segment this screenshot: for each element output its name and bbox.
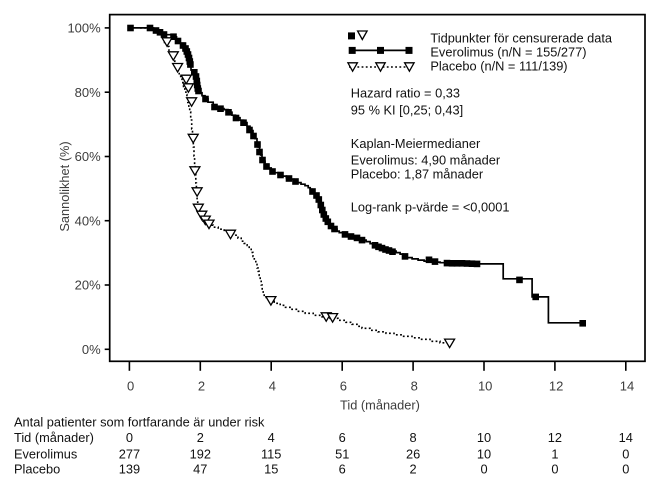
svg-text:Antal patienter som fortfarand: Antal patienter som fortfarande är under… (14, 414, 265, 429)
svg-text:40%: 40% (75, 213, 101, 228)
svg-text:6: 6 (339, 462, 346, 477)
svg-text:0: 0 (622, 447, 629, 462)
svg-text:Everolimus (n/N = 155/277): Everolimus (n/N = 155/277) (430, 45, 586, 60)
svg-text:47: 47 (193, 462, 207, 477)
svg-text:0%: 0% (82, 342, 101, 357)
svg-text:115: 115 (261, 447, 281, 462)
svg-text:Everolimus: 4,90 månader: Everolimus: 4,90 månader (351, 152, 501, 167)
svg-text:Tid (månader): Tid (månader) (14, 430, 94, 445)
svg-text:Placebo: Placebo (14, 462, 60, 477)
svg-text:277: 277 (119, 447, 140, 462)
svg-text:192: 192 (190, 447, 211, 462)
svg-text:Hazard ratio = 0,33: Hazard ratio = 0,33 (351, 86, 460, 101)
svg-text:20%: 20% (75, 278, 101, 293)
svg-text:12: 12 (549, 379, 563, 394)
svg-text:0: 0 (480, 462, 487, 477)
svg-text:2: 2 (410, 462, 417, 477)
svg-text:1: 1 (551, 447, 558, 462)
svg-text:139: 139 (119, 462, 140, 477)
svg-text:51: 51 (335, 447, 349, 462)
svg-text:4: 4 (269, 379, 276, 394)
svg-text:80%: 80% (75, 85, 101, 100)
svg-text:26: 26 (406, 447, 420, 462)
svg-text:10: 10 (477, 430, 491, 445)
svg-text:2: 2 (197, 430, 204, 445)
svg-text:0: 0 (127, 379, 134, 394)
svg-text:6: 6 (340, 379, 347, 394)
svg-text:0: 0 (622, 462, 629, 477)
svg-text:Everolimus: Everolimus (14, 447, 77, 462)
svg-text:Tidpunkter för censurerade dat: Tidpunkter för censurerade data (430, 31, 613, 46)
svg-text:60%: 60% (75, 149, 101, 164)
svg-text:Placebo (n/N = 111/139): Placebo (n/N = 111/139) (430, 59, 567, 74)
svg-text:8: 8 (411, 379, 418, 394)
svg-text:4: 4 (268, 430, 275, 445)
svg-text:Sannolikhet (%): Sannolikhet (%) (57, 141, 72, 231)
svg-text:95 % KI [0,25; 0,43]: 95 % KI [0,25; 0,43] (351, 102, 463, 117)
svg-text:12: 12 (548, 430, 562, 445)
svg-text:15: 15 (264, 462, 278, 477)
svg-text:10: 10 (477, 447, 491, 462)
svg-text:0: 0 (551, 462, 558, 477)
svg-text:Kaplan-Meiermedianer: Kaplan-Meiermedianer (351, 136, 481, 151)
svg-text:14: 14 (620, 379, 634, 394)
svg-text:8: 8 (410, 430, 417, 445)
svg-text:10: 10 (478, 379, 492, 394)
svg-text:100%: 100% (67, 21, 101, 36)
svg-text:Log-rank p-värde = <0,0001: Log-rank p-värde = <0,0001 (351, 199, 510, 214)
svg-text:14: 14 (619, 430, 633, 445)
svg-text:Placebo: 1,87 månader: Placebo: 1,87 månader (351, 167, 484, 182)
svg-text:2: 2 (198, 379, 205, 394)
svg-text:0: 0 (126, 430, 133, 445)
svg-text:Tid (månader): Tid (månader) (340, 398, 420, 413)
svg-text:6: 6 (339, 430, 346, 445)
